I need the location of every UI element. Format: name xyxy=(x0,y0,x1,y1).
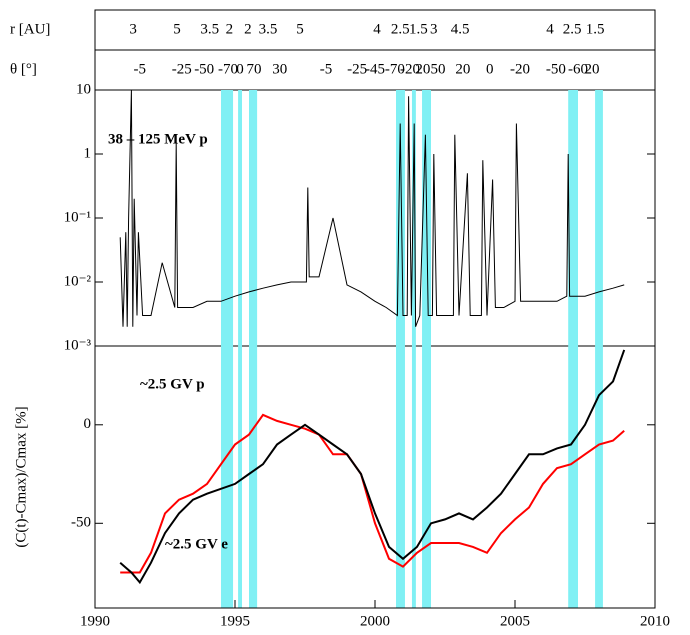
row-tick-label: -20 xyxy=(510,61,530,77)
highlight-band xyxy=(238,90,242,346)
row-tick-label: 0 xyxy=(236,61,244,77)
highlight-band xyxy=(411,346,416,608)
annotation: 38 – 125 MeV p xyxy=(108,131,208,147)
highlight-band xyxy=(422,346,431,608)
highlight-band xyxy=(221,90,234,346)
row-tick-label: 20 xyxy=(415,61,430,77)
row-tick-label: 3.5 xyxy=(259,21,278,37)
y-tick-label: 10⁻³ xyxy=(64,337,92,353)
x-tick-label: 1990 xyxy=(80,613,110,629)
row-tick-label: 50 xyxy=(431,61,446,77)
series-label: ~2.5 GV p xyxy=(140,376,205,392)
row-tick-label: -5 xyxy=(134,61,147,77)
frame xyxy=(94,9,656,609)
highlight-band xyxy=(568,90,578,346)
y-tick-label: -50 xyxy=(71,515,91,531)
row-tick-label: 3.5 xyxy=(200,21,219,37)
row-tick-label: -50 xyxy=(546,61,566,77)
highlight-band xyxy=(396,90,405,346)
x-tick-label: 2010 xyxy=(640,613,670,629)
highlight-band xyxy=(396,346,405,608)
highlight-band xyxy=(249,346,258,608)
row-tick-label: 4 xyxy=(546,21,554,37)
row-tick-label: 3 xyxy=(129,21,137,37)
row-tick-label: 20 xyxy=(455,61,470,77)
x-tick-label: 2000 xyxy=(360,613,390,629)
row-tick-label: 2.5 xyxy=(391,21,410,37)
row-label: θ [°] xyxy=(10,61,37,77)
row-tick-label: 2.5 xyxy=(563,21,582,37)
row-tick-label: 0 xyxy=(486,61,494,77)
row-tick-label: 4.5 xyxy=(451,21,470,37)
row-tick-label: 3 xyxy=(430,21,438,37)
series-label: ~2.5 GV e xyxy=(165,536,228,552)
row-tick-label: 70 xyxy=(247,61,262,77)
data-line xyxy=(119,89,625,327)
y-tick-label: 10⁻¹ xyxy=(64,209,91,225)
row-tick-label: -25 xyxy=(172,61,192,77)
row-tick-label: -70 xyxy=(218,61,238,77)
row-tick-label: 1.5 xyxy=(409,21,428,37)
data-line xyxy=(119,349,626,585)
row-tick-label: -5 xyxy=(320,61,333,77)
row-tick-label: -50 xyxy=(194,61,214,77)
row-tick-label: 30 xyxy=(272,61,287,77)
row-tick-label: 5 xyxy=(296,21,304,37)
row-tick-label: -70 xyxy=(385,61,405,77)
row-tick-label: 1.5 xyxy=(586,21,605,37)
row-tick-label: -45 xyxy=(365,61,385,77)
row-tick-label: 4 xyxy=(373,21,381,37)
row-label: r [AU] xyxy=(10,21,50,37)
row-tick-label: -20 xyxy=(400,61,420,77)
y-tick-label: 10⁻² xyxy=(64,273,92,289)
highlight-band xyxy=(568,346,578,608)
y-tick-label: 1 xyxy=(84,145,92,161)
highlight-band xyxy=(595,346,603,608)
y-tick-label: 0 xyxy=(84,416,92,432)
row-tick-label: 2 xyxy=(244,21,252,37)
y-axis-label: (C(t)-Cmax)/Cmax [%] xyxy=(13,406,29,547)
y-tick-label: 10 xyxy=(76,81,91,97)
row-tick-label: 5 xyxy=(173,21,181,37)
highlight-band xyxy=(238,346,242,608)
row-tick-label: 20 xyxy=(585,61,600,77)
x-tick-label: 1995 xyxy=(220,613,250,629)
row-tick-label: -60 xyxy=(568,61,588,77)
x-tick-label: 2005 xyxy=(500,613,530,629)
highlight-band xyxy=(411,90,416,346)
highlight-band xyxy=(595,90,603,346)
highlight-band xyxy=(221,346,234,608)
data-line xyxy=(120,413,625,574)
row-tick-label: 2 xyxy=(226,21,234,37)
highlight-band xyxy=(249,90,258,346)
row-tick-label: -25 xyxy=(347,61,367,77)
